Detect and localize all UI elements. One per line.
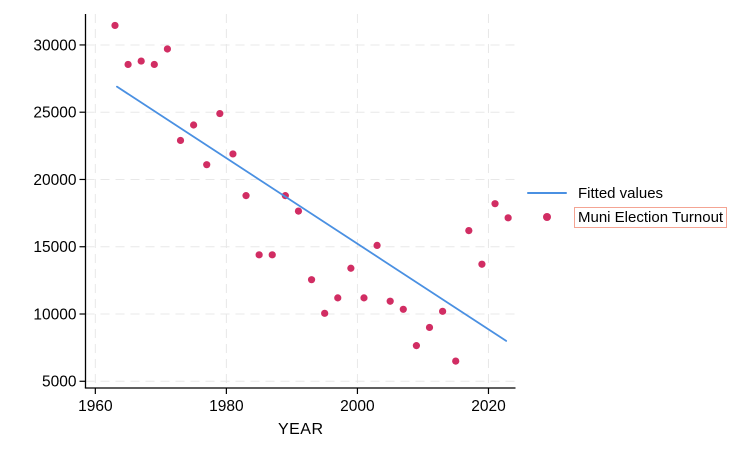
data-point-1993: [307, 276, 316, 284]
data-point-1975: [190, 121, 198, 129]
data-point-2023: [504, 214, 512, 222]
data-point-1987: [268, 251, 276, 259]
y-tick-label-20000: 20000: [33, 172, 76, 189]
y-tick-label-10000: 10000: [33, 306, 76, 323]
data-point-1965: [124, 60, 132, 69]
data-point-1967: [137, 57, 145, 65]
legend-label-fitted-values: Fitted values: [578, 184, 664, 202]
legend-label-turnout: Muni Election Turnout: [574, 206, 728, 228]
data-point-1995: [321, 309, 329, 317]
x-tick-label-2020: 2020: [471, 398, 506, 415]
x-tick-label-1980: 1980: [209, 398, 244, 415]
y-tick-label-15000: 15000: [33, 239, 76, 256]
data-point-2017: [465, 226, 473, 235]
turnout-marker-swatch-icon: [543, 213, 551, 221]
legend-swatch-column: [527, 192, 567, 194]
fitted-line-swatch-icon: [527, 192, 567, 194]
data-point-1977: [203, 161, 211, 169]
data-point-1963: [111, 21, 119, 30]
legend: Fitted values Muni Election Turnout: [527, 181, 728, 229]
legend-item-fitted-values: Fitted values: [527, 181, 727, 205]
data-point-1973: [176, 136, 185, 145]
y-tick-label-30000: 30000: [33, 37, 76, 54]
data-point-2001: [360, 294, 368, 302]
data-point-2005: [386, 297, 394, 305]
x-axis-title: YEAR: [278, 421, 324, 438]
data-point-1981: [229, 150, 237, 158]
data-point-2003: [373, 241, 381, 249]
legend-swatch-column: [527, 213, 567, 221]
data-point-2011: [425, 323, 434, 332]
legend-item-turnout: Muni Election Turnout: [527, 205, 728, 229]
data-point-2007: [399, 305, 407, 313]
data-point-1979: [216, 109, 224, 118]
data-point-2013: [439, 307, 447, 315]
x-tick-label-2000: 2000: [340, 398, 375, 415]
data-point-2019: [478, 260, 486, 268]
data-point-1991: [294, 207, 303, 215]
data-point-1985: [255, 251, 263, 259]
y-tick-label-25000: 25000: [33, 105, 76, 122]
data-point-1999: [347, 264, 355, 272]
data-point-2021: [491, 200, 499, 208]
data-point-1969: [150, 60, 158, 69]
data-point-2009: [412, 342, 421, 350]
x-tick-label-1960: 1960: [78, 398, 113, 415]
y-tick-label-5000: 5000: [42, 374, 77, 391]
data-point-1997: [334, 294, 342, 302]
data-point-1983: [242, 192, 250, 200]
fitted-line: [116, 85, 508, 342]
data-point-1971: [163, 45, 172, 53]
data-point-2015: [452, 357, 460, 365]
